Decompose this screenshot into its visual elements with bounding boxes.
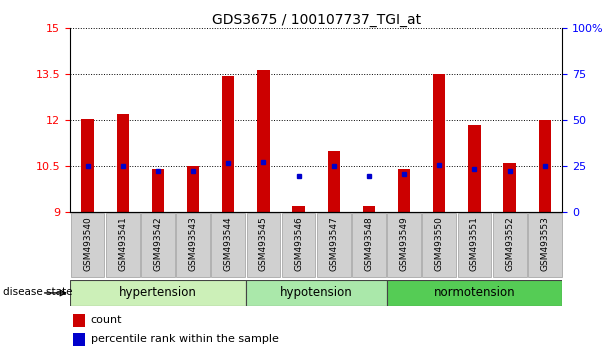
- Text: GSM493547: GSM493547: [330, 216, 338, 271]
- Text: GSM493545: GSM493545: [259, 216, 268, 271]
- FancyBboxPatch shape: [528, 213, 562, 277]
- Text: GSM493542: GSM493542: [153, 217, 162, 271]
- Bar: [257, 70, 269, 212]
- Bar: [152, 170, 164, 212]
- Text: GSM493551: GSM493551: [470, 216, 479, 271]
- FancyBboxPatch shape: [317, 213, 351, 277]
- FancyBboxPatch shape: [387, 213, 421, 277]
- Bar: [433, 74, 446, 212]
- Bar: [222, 76, 234, 212]
- Text: disease state: disease state: [3, 287, 72, 297]
- Text: GSM493553: GSM493553: [541, 216, 549, 271]
- Bar: [468, 125, 480, 212]
- Bar: [73, 332, 85, 346]
- Text: GSM493548: GSM493548: [364, 216, 373, 271]
- Bar: [117, 114, 129, 212]
- Bar: [292, 206, 305, 212]
- Text: GSM493541: GSM493541: [118, 216, 127, 271]
- Text: hypotension: hypotension: [280, 286, 353, 299]
- Text: percentile rank within the sample: percentile rank within the sample: [91, 334, 278, 344]
- Bar: [187, 166, 199, 212]
- Text: GSM493546: GSM493546: [294, 216, 303, 271]
- Bar: [539, 120, 551, 212]
- Text: count: count: [91, 315, 122, 325]
- FancyBboxPatch shape: [176, 213, 210, 277]
- Text: GSM493552: GSM493552: [505, 216, 514, 271]
- FancyBboxPatch shape: [492, 213, 527, 277]
- Bar: [328, 151, 340, 212]
- FancyBboxPatch shape: [70, 280, 246, 306]
- FancyBboxPatch shape: [387, 280, 562, 306]
- FancyBboxPatch shape: [352, 213, 386, 277]
- FancyBboxPatch shape: [282, 213, 316, 277]
- Bar: [73, 314, 85, 327]
- Bar: [81, 119, 94, 212]
- Text: GSM493540: GSM493540: [83, 216, 92, 271]
- Text: GSM493550: GSM493550: [435, 216, 444, 271]
- FancyBboxPatch shape: [246, 213, 280, 277]
- Bar: [503, 163, 516, 212]
- Text: hypertension: hypertension: [119, 286, 197, 299]
- FancyBboxPatch shape: [106, 213, 140, 277]
- Text: GSM493543: GSM493543: [188, 216, 198, 271]
- Bar: [363, 206, 375, 212]
- Text: normotension: normotension: [434, 286, 515, 299]
- Bar: [398, 170, 410, 212]
- Title: GDS3675 / 100107737_TGI_at: GDS3675 / 100107737_TGI_at: [212, 13, 421, 27]
- Text: GSM493544: GSM493544: [224, 217, 233, 271]
- FancyBboxPatch shape: [71, 213, 105, 277]
- FancyBboxPatch shape: [246, 280, 387, 306]
- FancyBboxPatch shape: [458, 213, 491, 277]
- Text: GSM493549: GSM493549: [399, 216, 409, 271]
- FancyBboxPatch shape: [212, 213, 245, 277]
- FancyBboxPatch shape: [141, 213, 174, 277]
- FancyBboxPatch shape: [423, 213, 456, 277]
